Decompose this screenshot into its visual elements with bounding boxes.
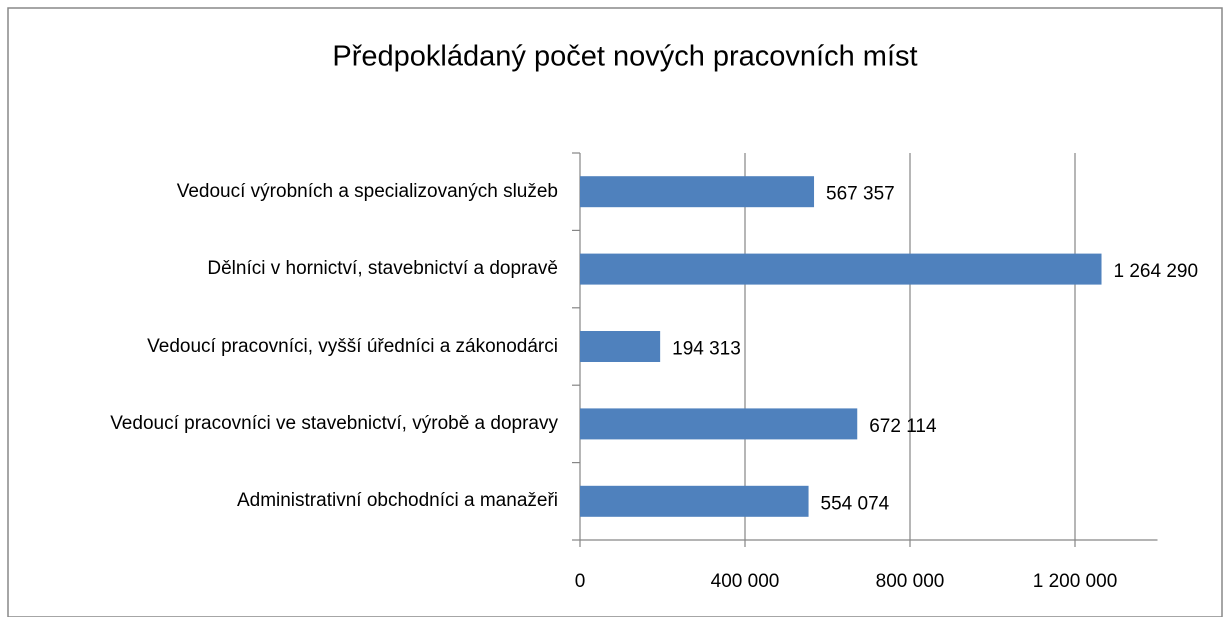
bar xyxy=(580,485,809,517)
x-tick-label: 800 000 xyxy=(876,571,945,592)
bar xyxy=(580,253,1102,285)
y-tick-label: Vedoucí výrobních a specializovaných slu… xyxy=(176,180,558,202)
category-label-box: Vedoucí výrobních a specializovaných slu… xyxy=(28,179,558,205)
y-tick-label: Vedoucí pracovníci ve stavebnictví, výro… xyxy=(110,412,558,434)
category-label-box: Vedoucí pracovníci, vyšší úředníci a zák… xyxy=(28,334,558,360)
x-tick-label: 0 xyxy=(575,571,586,592)
bar xyxy=(580,408,858,440)
x-tick-label: 1 200 000 xyxy=(1033,571,1118,592)
bar xyxy=(580,331,661,362)
y-tick-label: Dělníci v hornictví, stavebnictví a dopr… xyxy=(207,258,558,280)
category-label-box: Dělníci v hornictví, stavebnictví a dopr… xyxy=(28,256,558,282)
bar xyxy=(580,176,815,208)
data-label: 194 313 xyxy=(672,339,741,360)
y-tick-label: Vedoucí pracovníci, vyšší úředníci a zák… xyxy=(147,335,558,357)
data-label: 554 074 xyxy=(821,493,890,514)
data-label: 567 357 xyxy=(826,184,895,205)
data-label: 1 264 290 xyxy=(1114,261,1199,282)
category-label-box: Vedoucí pracovníci ve stavebnictví, výro… xyxy=(28,411,558,437)
chart-title: Předpokládaný počet nových pracovních mí… xyxy=(332,41,917,73)
x-tick-label: 400 000 xyxy=(711,571,780,592)
chart-frame xyxy=(7,7,1223,617)
y-tick-label: Administrativní obchodníci a manažeři xyxy=(236,490,558,512)
data-label: 672 114 xyxy=(869,416,937,437)
category-label-box: Administrativní obchodníci a manažeři xyxy=(28,488,558,514)
